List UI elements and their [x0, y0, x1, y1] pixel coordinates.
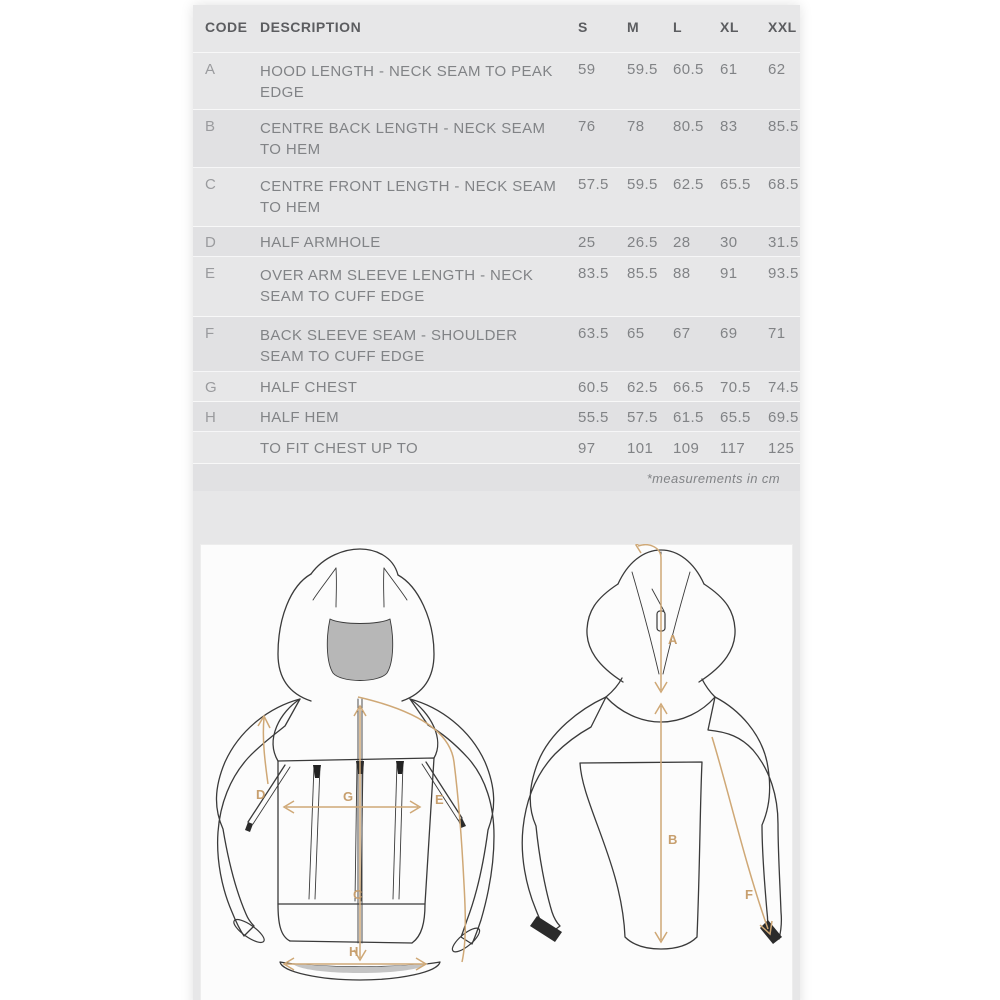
svg-text:B: B: [668, 832, 677, 847]
svg-text:F: F: [745, 887, 753, 902]
svg-text:E: E: [435, 792, 444, 807]
svg-text:D: D: [256, 787, 265, 802]
svg-text:C: C: [353, 887, 363, 902]
svg-text:A: A: [668, 632, 678, 647]
svg-text:H: H: [349, 944, 358, 959]
svg-text:G: G: [343, 789, 353, 804]
